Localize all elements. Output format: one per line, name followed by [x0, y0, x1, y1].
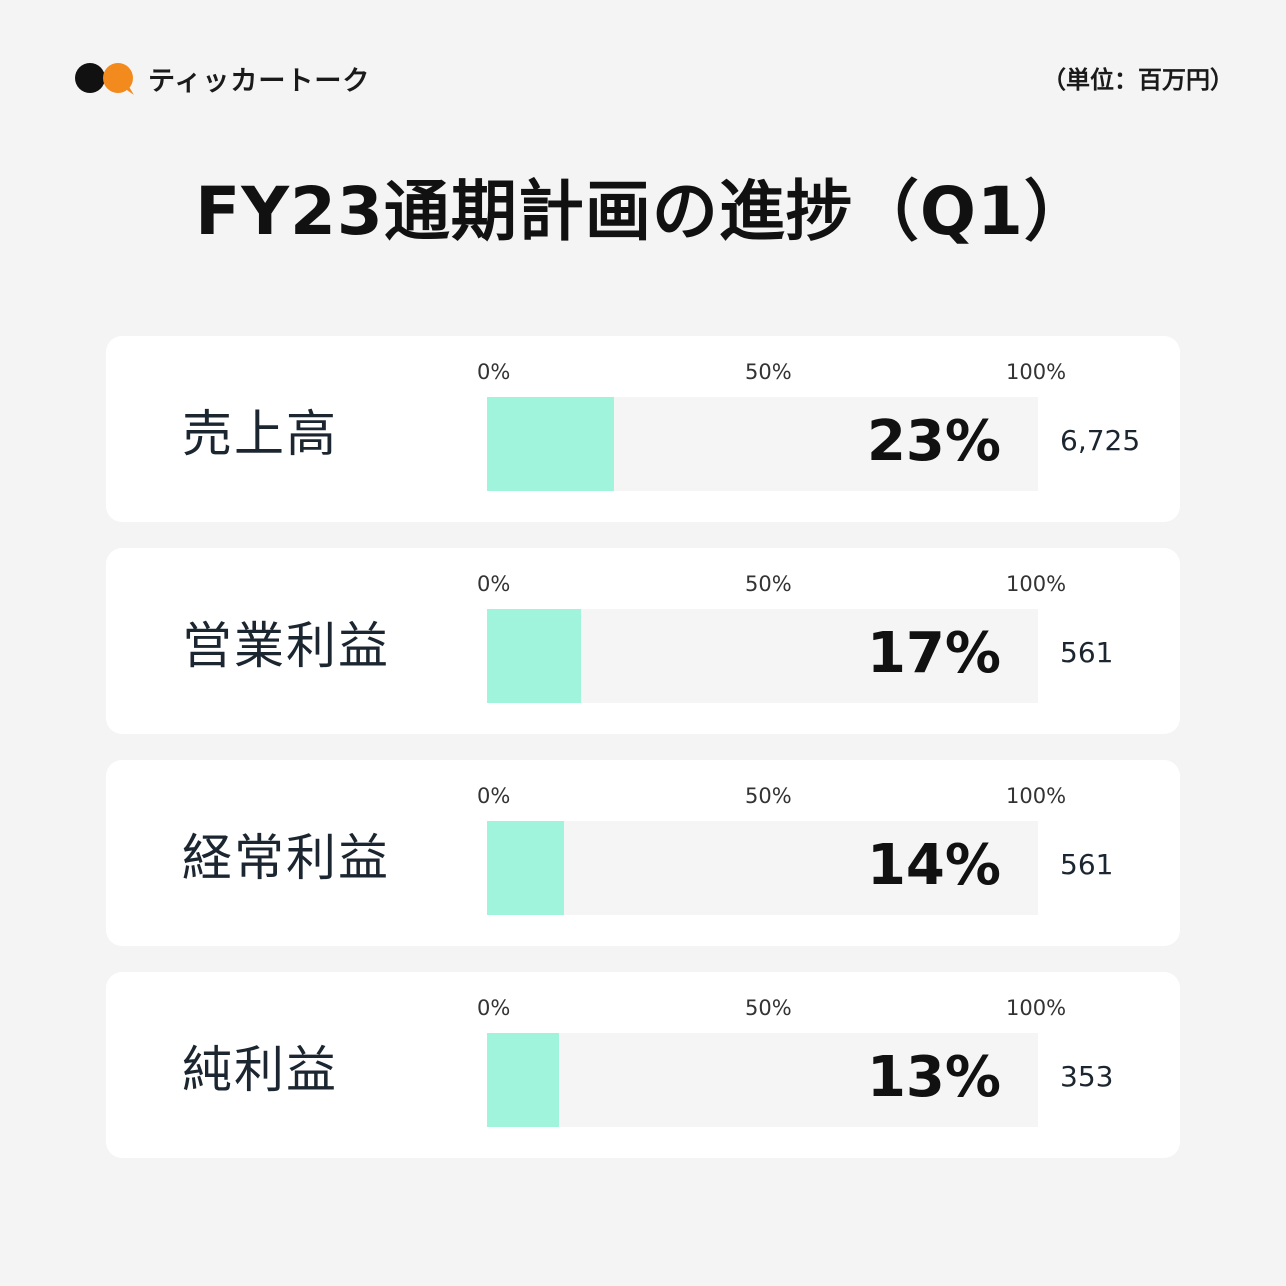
tick-label: 0% — [477, 784, 511, 808]
metric-card: 純利益 0% 50% 100% 13% 353 — [106, 972, 1180, 1158]
amount-value: 561 — [1060, 848, 1114, 881]
metric-name: 売上高 — [182, 405, 338, 463]
bar-track: 14% — [487, 821, 1038, 915]
page-title: FY23通期計画の進捗（Q1） — [195, 173, 1091, 250]
metric-name: 経常利益 — [182, 829, 390, 887]
tick-label: 50% — [745, 572, 792, 596]
unit-note: （単位：百万円） — [1042, 66, 1234, 94]
tick-label: 100% — [1006, 784, 1067, 808]
metric-name: 営業利益 — [182, 617, 390, 675]
tick-label: 50% — [745, 360, 792, 384]
logo: ティッカートーク — [74, 58, 370, 98]
amount-value: 353 — [1060, 1060, 1114, 1093]
logo-icon — [75, 63, 134, 95]
metric-name: 純利益 — [182, 1041, 338, 1099]
tick-label: 100% — [1006, 996, 1067, 1020]
percent-label: 17% — [866, 621, 1001, 686]
tick-label: 50% — [745, 996, 792, 1020]
brand-name: ティッカートーク — [148, 65, 371, 97]
tick-label: 0% — [477, 360, 511, 384]
bar-fill — [487, 821, 565, 915]
bar-track: 17% — [487, 609, 1038, 703]
bar-track: 13% — [487, 1033, 1038, 1127]
bar-fill — [487, 397, 614, 491]
tick-label: 100% — [1006, 360, 1067, 384]
percent-label: 13% — [866, 1045, 1001, 1110]
bar-fill — [487, 1033, 559, 1127]
percent-label: 23% — [866, 409, 1001, 474]
amount-value: 561 — [1060, 636, 1114, 669]
metric-card: 売上高 0% 50% 100% 23% 6,725 — [106, 336, 1180, 522]
bar-fill — [487, 609, 581, 703]
metric-card: 経常利益 0% 50% 100% 14% 561 — [106, 760, 1180, 946]
amount-value: 6,725 — [1060, 424, 1141, 457]
tick-label: 50% — [745, 784, 792, 808]
metric-card: 営業利益 0% 50% 100% 17% 561 — [106, 548, 1180, 734]
tick-label: 100% — [1006, 572, 1067, 596]
percent-label: 14% — [866, 833, 1001, 898]
tick-label: 0% — [477, 572, 511, 596]
tick-label: 0% — [477, 996, 511, 1020]
bar-track: 23% — [487, 397, 1038, 491]
